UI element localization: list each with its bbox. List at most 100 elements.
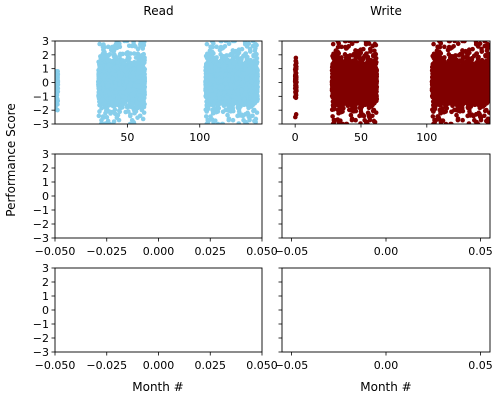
scatter-point	[131, 66, 137, 72]
scatter-point	[110, 121, 116, 124]
y-tick-label: 1	[42, 63, 49, 76]
scatter-point	[96, 67, 102, 72]
scatter-point	[137, 113, 143, 119]
scatter-point	[293, 91, 299, 96]
scatter-point	[236, 121, 242, 124]
scatter-point	[204, 109, 210, 114]
scatter-point	[131, 107, 137, 113]
scatter-point	[230, 98, 236, 103]
scatter-point	[138, 41, 143, 44]
scatter-point	[254, 76, 259, 81]
scatter-point	[119, 65, 125, 70]
scatter-point	[140, 116, 146, 122]
scatter-point	[253, 116, 259, 122]
scatter-point	[118, 86, 123, 91]
scatter-point	[120, 98, 126, 103]
scatter-point	[55, 78, 59, 84]
scatter-point	[131, 51, 137, 56]
scatter-point	[96, 78, 101, 84]
scatter-point	[231, 61, 237, 66]
scatter-point	[135, 51, 141, 57]
scatter-point	[209, 50, 214, 55]
scatter-point	[245, 110, 250, 116]
scatter-point	[121, 61, 127, 66]
scatter-point	[138, 94, 144, 99]
scatter-point	[220, 109, 226, 115]
scatter-point	[248, 79, 254, 85]
scatter-point	[100, 97, 106, 103]
scatter-point	[111, 109, 117, 115]
scatter-point	[124, 51, 129, 56]
x-tick-label: 50	[120, 131, 134, 144]
scatter-point	[215, 109, 221, 114]
scatter-point	[55, 82, 61, 87]
scatter-point	[253, 41, 258, 47]
scatter-point	[293, 83, 299, 89]
scatter-point	[141, 59, 147, 65]
scatter-point	[136, 69, 141, 75]
scatter-point	[106, 62, 112, 68]
scatter-point	[216, 62, 221, 68]
scatter-point	[108, 47, 114, 53]
scatter-point	[102, 73, 108, 79]
scatter-point	[115, 95, 121, 100]
scatter-point	[226, 108, 232, 113]
scatter-point	[133, 44, 138, 49]
scatter-point	[222, 90, 227, 95]
scatter-point	[218, 41, 224, 44]
scatter-point	[293, 55, 299, 61]
scatter-point	[234, 51, 240, 56]
scatter-point	[244, 44, 250, 49]
scatter-point	[226, 117, 232, 123]
scatter-point	[131, 60, 137, 65]
scatter-point	[239, 46, 245, 52]
scatter-point	[214, 44, 219, 50]
scatter-point	[117, 82, 122, 87]
scatter-point	[225, 112, 230, 118]
scatter-point	[109, 83, 115, 89]
y-tick-label: 3	[42, 35, 49, 48]
scatter-point	[97, 109, 102, 114]
scatter-point	[215, 121, 221, 124]
scatter-point	[247, 46, 253, 52]
scatter-point	[243, 86, 249, 92]
scatter-point	[238, 63, 243, 69]
scatter-point	[126, 109, 131, 114]
scatter-point	[225, 95, 231, 100]
scatter-point	[239, 87, 244, 93]
scatter-point	[246, 100, 252, 106]
scatter-point	[126, 59, 132, 65]
scatter-point	[131, 87, 137, 93]
y-tick-label: 0	[42, 77, 49, 90]
scatter-point	[139, 107, 145, 113]
scatter-point	[230, 41, 236, 44]
scatter-point	[97, 86, 102, 91]
scatter-series-write-top	[292, 41, 490, 124]
scatter-point	[254, 85, 260, 91]
scatter-point	[104, 106, 110, 111]
scatter-point	[55, 72, 60, 77]
scatter-point	[242, 41, 248, 45]
scatter-point	[100, 44, 106, 50]
scatter-point	[254, 56, 260, 61]
scatter-point	[55, 99, 59, 105]
scatter-point	[127, 100, 133, 106]
scatter-point	[249, 88, 255, 94]
scatter-point	[113, 43, 118, 49]
scatter-point	[223, 76, 229, 82]
scatter-point	[204, 86, 209, 92]
scatter-point	[113, 84, 118, 89]
scatter-point	[230, 76, 235, 81]
scatter-point	[248, 69, 254, 75]
scatter-point	[101, 50, 107, 55]
scatter-point	[253, 81, 259, 86]
scatter-point	[209, 68, 214, 74]
scatter-point	[244, 77, 250, 82]
scatter-point	[213, 83, 218, 89]
scatter-point	[204, 78, 210, 83]
scatter-point	[217, 95, 222, 101]
scatter-point	[209, 77, 215, 82]
scatter-point	[218, 78, 223, 84]
scatter-point	[203, 93, 209, 99]
